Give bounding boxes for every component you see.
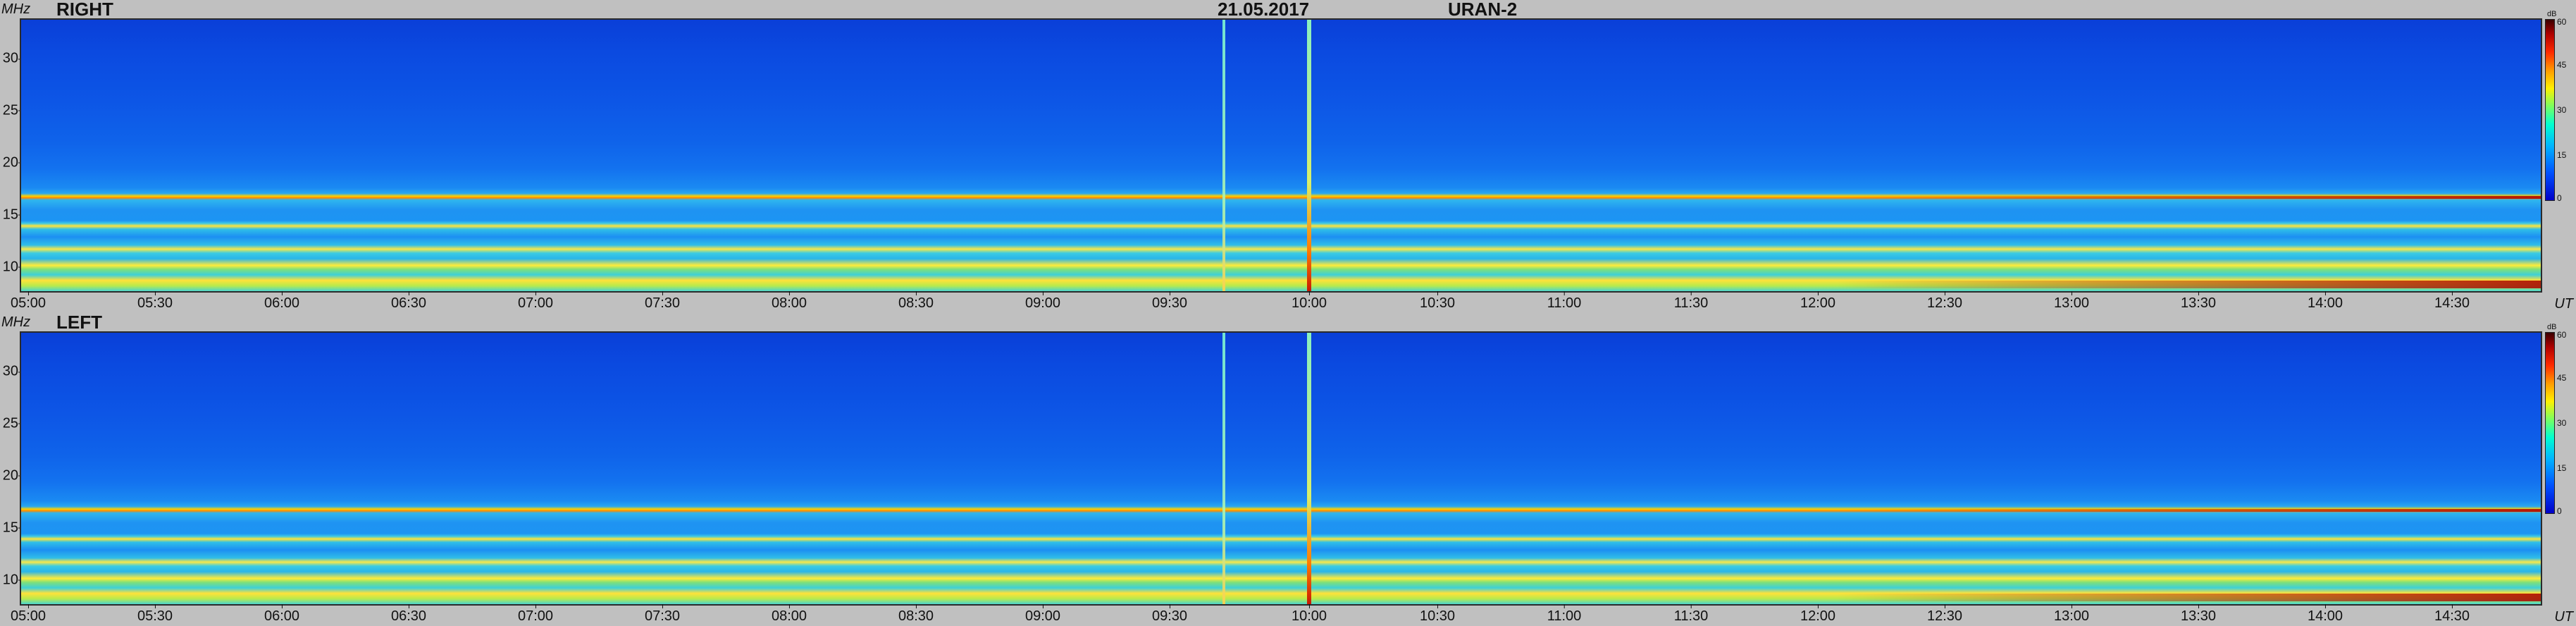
y-tick-label: 15 [2,520,23,536]
colorbar-tick-label: 30 [2557,105,2567,115]
colorbar-tick-label: 60 [2557,16,2567,27]
instrument-name: URAN-2 [1448,0,1518,20]
x-tick-label: 05:30 [137,291,173,311]
x-tick-label: 13:30 [2180,291,2217,311]
x-tick-label: 10:00 [1291,604,1327,624]
x-tick-label: 11:30 [1673,291,1709,311]
x-tick-label: 05:30 [137,604,173,624]
spectrogram-panel-right: MHz RIGHT 21.05.2017 URAN-2 30 25 20 15 … [0,0,2574,312]
burst-line [1222,20,1225,291]
x-tick-label: 10:30 [1419,604,1456,624]
x-axis: 05:00 05:30 06:00 06:30 07:00 07:30 08:0… [11,291,2541,312]
x-tick-label: 10:30 [1419,291,1456,311]
x-tick-label: 08:00 [771,291,807,311]
y-axis: 30 25 20 15 10 [0,333,23,604]
x-tick-label: 11:30 [1673,604,1709,624]
y-axis: 30 25 20 15 10 [0,20,23,291]
x-tick-label: 14:30 [2434,604,2470,624]
x-tick-label: 07:00 [517,604,554,624]
x-tick-label: 14:00 [2307,604,2343,624]
spectrogram-plot [20,18,2542,293]
colorbar-tick-label: 15 [2557,463,2567,473]
y-tick-label: 10 [2,259,23,275]
x-tick-label: 14:00 [2307,291,2343,311]
x-tick-label: 06:30 [390,604,427,624]
x-tick-label: 06:00 [264,291,300,311]
chart-date: 21.05.2017 [1218,0,1310,20]
x-tick-label: 11:00 [1547,291,1582,311]
colorbar-tick-label: 15 [2557,150,2567,160]
x-tick-label: 07:30 [644,291,681,311]
colorbar-ticks: 60 45 30 15 0 [2556,329,2574,517]
x-tick-label: 13:00 [2053,604,2090,624]
x-tick-label: 13:00 [2053,291,2090,311]
y-tick-label: 20 [2,154,23,171]
x-tick-label: 12:30 [1926,604,1963,624]
x-tick-label: 07:30 [644,604,681,624]
colorbar-tick-label: 60 [2557,329,2567,340]
spectrogram-panel-left: MHz LEFT 30 25 20 15 10 05:00 05:30 06:0… [0,312,2576,626]
x-tick-label: 12:00 [1800,291,1836,311]
y-tick-label: 30 [2,50,23,66]
colorbar-unit: dB [2547,10,2557,18]
x-tick-label: 08:00 [771,604,807,624]
y-tick-label: 10 [2,572,23,588]
x-tick-label: 08:30 [898,291,934,311]
x-tick-label: 09:00 [1024,291,1061,311]
burst-line [1307,333,1311,604]
intense-band [1836,593,2541,602]
x-axis-unit: UT [2554,609,2573,625]
y-axis-unit: MHz [1,314,31,330]
colorbar [2545,19,2555,201]
colorbar-unit: dB [2547,323,2557,331]
y-tick-label: 30 [2,363,23,379]
x-tick-label: 14:30 [2434,291,2470,311]
colorbar-tick-label: 30 [2557,418,2567,428]
x-tick-label: 08:30 [898,604,934,624]
intense-band [1836,509,2541,513]
x-tick-label: 06:30 [390,291,427,311]
x-axis-unit: UT [2554,296,2573,312]
spectrogram-plot [20,331,2542,606]
x-tick-label: 12:30 [1926,291,1963,311]
panel-label: RIGHT [56,0,113,20]
colorbar [2545,332,2555,514]
y-tick-label: 25 [2,415,23,431]
colorbar-tick-label: 45 [2557,373,2567,383]
burst-line [1307,20,1311,291]
x-tick-label: 12:00 [1800,604,1836,624]
burst-line [1222,333,1225,604]
colorbar-tick-label: 0 [2557,193,2562,204]
y-tick-label: 25 [2,102,23,118]
x-tick-label: 10:00 [1291,291,1327,311]
colorbar-tick-label: 45 [2557,60,2567,70]
x-tick-label: 13:30 [2180,604,2217,624]
intense-band [1836,280,2541,289]
intense-band [1836,196,2541,200]
x-tick-label: 09:30 [1151,604,1188,624]
x-tick-label: 11:00 [1547,604,1582,624]
x-tick-label: 09:30 [1151,291,1188,311]
x-tick-label: 05:00 [10,291,47,311]
x-axis: 05:00 05:30 06:00 06:30 07:00 07:30 08:0… [11,604,2541,625]
panel-label: LEFT [56,312,102,333]
x-tick-label: 09:00 [1024,604,1061,624]
x-tick-label: 05:00 [10,604,47,624]
y-tick-label: 20 [2,467,23,484]
y-tick-label: 15 [2,207,23,223]
colorbar-tick-label: 0 [2557,506,2562,517]
x-tick-label: 07:00 [517,291,554,311]
x-tick-label: 06:00 [264,604,300,624]
y-axis-unit: MHz [1,1,31,17]
colorbar-ticks: 60 45 30 15 0 [2556,16,2574,204]
